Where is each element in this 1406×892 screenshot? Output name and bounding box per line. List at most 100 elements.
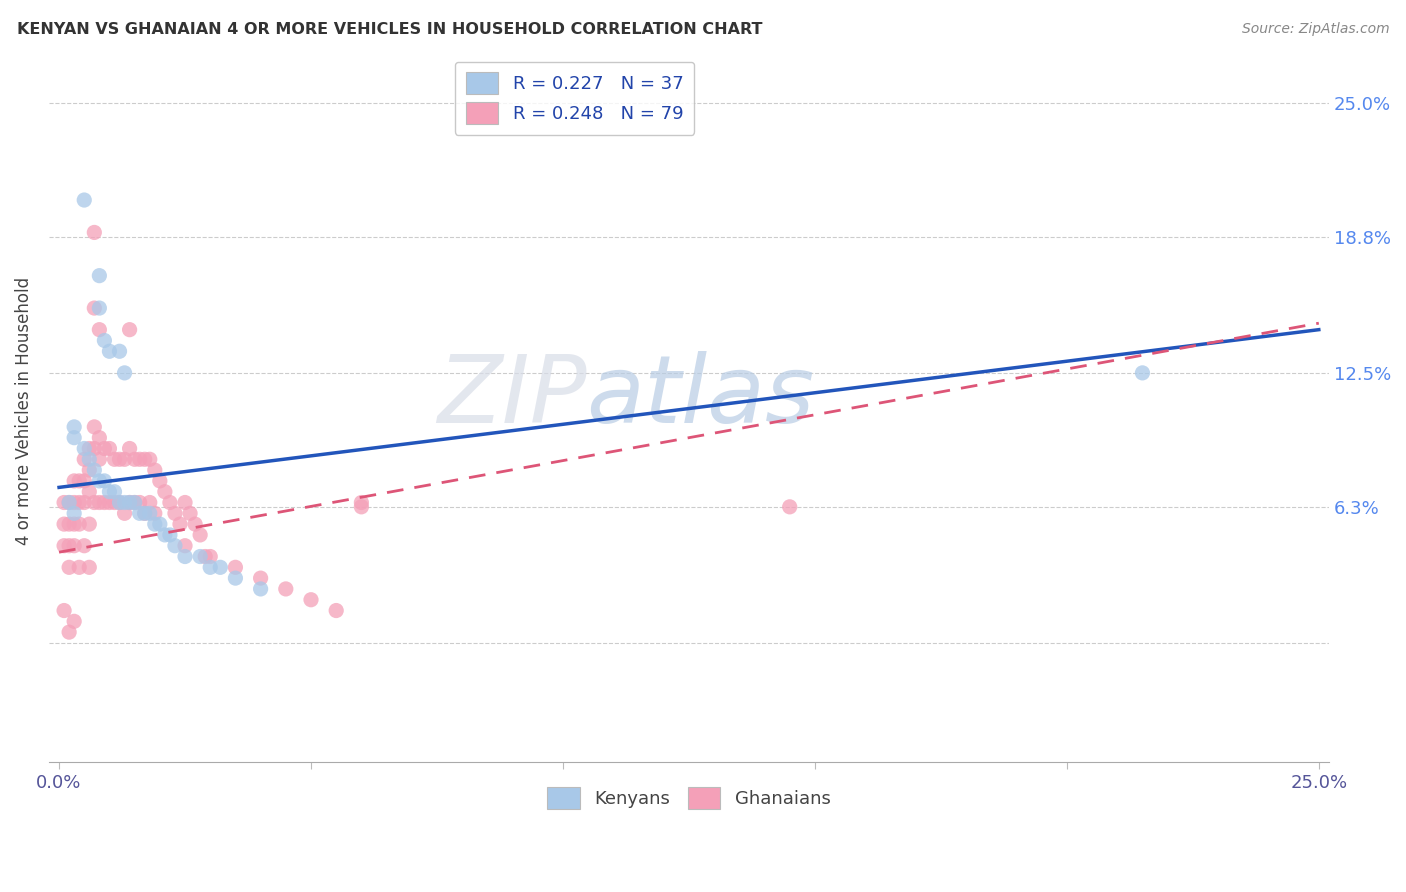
Point	[149, 517, 172, 532]
Point	[67, 474, 90, 488]
Point	[73, 539, 96, 553]
Point	[128, 495, 150, 509]
Point	[63, 431, 86, 445]
Point	[139, 495, 162, 509]
Point	[224, 571, 246, 585]
Point	[134, 506, 156, 520]
Text: KENYAN VS GHANAIAN 4 OR MORE VEHICLES IN HOUSEHOLD CORRELATION CHART: KENYAN VS GHANAIAN 4 OR MORE VEHICLES IN…	[17, 22, 762, 37]
Point	[179, 506, 201, 520]
Point	[58, 539, 80, 553]
Point	[118, 495, 141, 509]
Point	[53, 603, 76, 617]
Point	[73, 474, 96, 488]
Point	[249, 571, 271, 585]
Point	[93, 442, 115, 456]
Point	[79, 463, 101, 477]
Point	[274, 582, 297, 596]
Point	[114, 506, 136, 520]
Point	[249, 582, 271, 596]
Point	[163, 506, 186, 520]
Point	[73, 495, 96, 509]
Point	[139, 506, 162, 520]
Point	[83, 495, 105, 509]
Point	[108, 452, 131, 467]
Point	[83, 420, 105, 434]
Point	[73, 452, 96, 467]
Point	[63, 420, 86, 434]
Point	[124, 495, 146, 509]
Point	[149, 474, 172, 488]
Point	[98, 495, 121, 509]
Point	[184, 517, 207, 532]
Point	[108, 495, 131, 509]
Point	[114, 495, 136, 509]
Point	[63, 517, 86, 532]
Point	[159, 528, 181, 542]
Point	[58, 495, 80, 509]
Point	[108, 495, 131, 509]
Point	[350, 495, 373, 509]
Point	[124, 495, 146, 509]
Point	[58, 495, 80, 509]
Point	[79, 484, 101, 499]
Point	[58, 517, 80, 532]
Point	[67, 517, 90, 532]
Point	[58, 625, 80, 640]
Point	[83, 463, 105, 477]
Point	[779, 500, 801, 514]
Point	[153, 484, 176, 499]
Point	[118, 323, 141, 337]
Point	[89, 268, 111, 283]
Point	[93, 334, 115, 348]
Point	[79, 442, 101, 456]
Point	[89, 495, 111, 509]
Point	[134, 452, 156, 467]
Point	[153, 528, 176, 542]
Point	[89, 323, 111, 337]
Text: atlas: atlas	[586, 351, 815, 442]
Point	[73, 193, 96, 207]
Point	[174, 495, 197, 509]
Point	[128, 506, 150, 520]
Point	[63, 474, 86, 488]
Point	[1132, 366, 1154, 380]
Point	[98, 442, 121, 456]
Legend: Kenyans, Ghanaians: Kenyans, Ghanaians	[540, 780, 838, 816]
Point	[350, 500, 373, 514]
Point	[134, 506, 156, 520]
Point	[53, 539, 76, 553]
Point	[63, 495, 86, 509]
Point	[73, 442, 96, 456]
Point	[89, 431, 111, 445]
Point	[83, 442, 105, 456]
Point	[53, 517, 76, 532]
Point	[103, 495, 125, 509]
Point	[108, 344, 131, 359]
Point	[63, 615, 86, 629]
Point	[83, 226, 105, 240]
Point	[63, 506, 86, 520]
Point	[200, 549, 222, 564]
Point	[103, 484, 125, 499]
Point	[89, 452, 111, 467]
Point	[98, 344, 121, 359]
Point	[93, 474, 115, 488]
Point	[83, 301, 105, 315]
Point	[174, 549, 197, 564]
Point	[103, 452, 125, 467]
Point	[58, 560, 80, 574]
Point	[159, 495, 181, 509]
Point	[89, 474, 111, 488]
Point	[325, 603, 347, 617]
Point	[194, 549, 217, 564]
Point	[53, 495, 76, 509]
Text: ZIP: ZIP	[437, 351, 586, 442]
Point	[79, 452, 101, 467]
Point	[98, 484, 121, 499]
Point	[188, 528, 211, 542]
Point	[174, 539, 197, 553]
Point	[143, 517, 166, 532]
Point	[89, 301, 111, 315]
Text: Source: ZipAtlas.com: Source: ZipAtlas.com	[1241, 22, 1389, 37]
Point	[224, 560, 246, 574]
